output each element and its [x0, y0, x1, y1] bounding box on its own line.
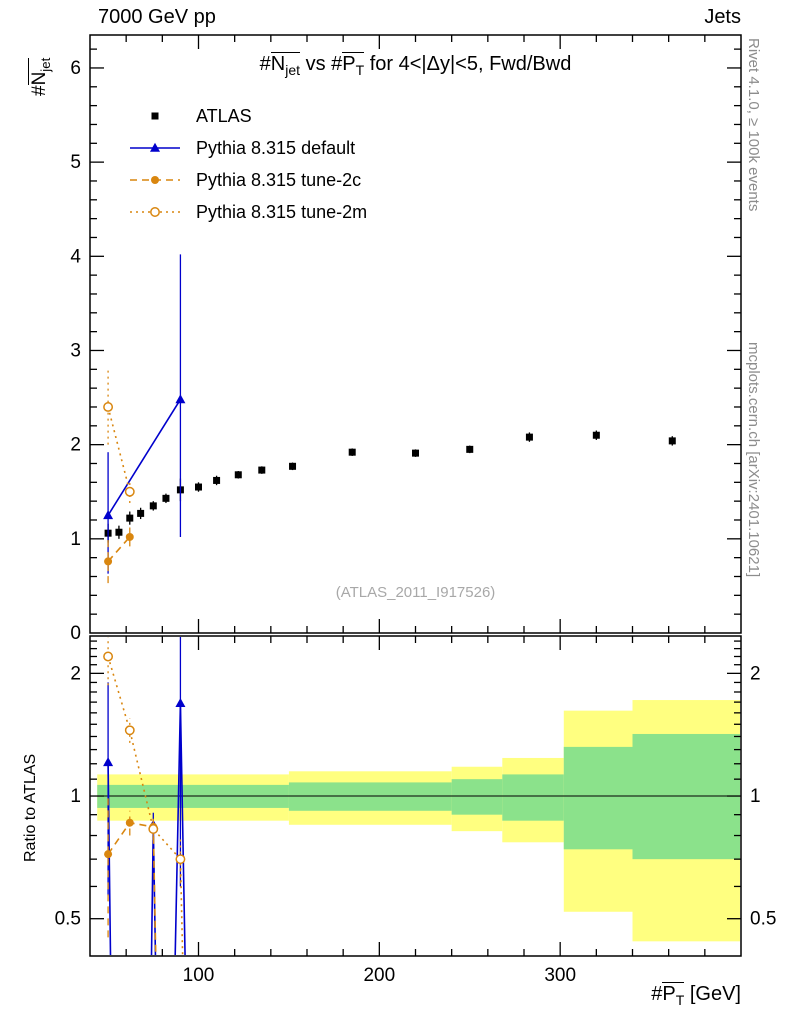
svg-text:4: 4	[70, 246, 81, 267]
svg-text:5: 5	[70, 152, 81, 173]
legend-item: Pythia 8.315 tune-2c	[128, 164, 367, 196]
svg-text:2: 2	[70, 663, 81, 684]
svg-text:2: 2	[750, 663, 761, 684]
legend-item-label: Pythia 8.315 tune-2m	[196, 201, 368, 222]
svg-text:2: 2	[70, 435, 81, 456]
svg-text:200: 200	[363, 965, 395, 986]
legend-item: ATLAS	[128, 100, 367, 132]
y-axis-label: #Njet	[28, 57, 53, 96]
svg-text:6: 6	[70, 58, 81, 79]
circle-filled-legend-marker	[128, 169, 182, 191]
svg-text:1: 1	[70, 529, 81, 550]
svg-text:0.5: 0.5	[750, 909, 776, 930]
circle-open-legend-marker	[128, 201, 182, 223]
mcplots-citation-label: mcplots.cern.ch [arXiv:2401.10621]	[745, 342, 762, 578]
svg-text:1: 1	[750, 786, 761, 807]
analysis-id-watermark: (ATLAS_2011_I917526)	[335, 584, 496, 601]
process-label: Jets	[704, 6, 741, 28]
legend-item-label: Pythia 8.315 tune-2c	[196, 169, 362, 190]
legend: ATLAS Pythia 8.315 default Pythia 8.315 tu…	[128, 100, 367, 228]
square-filled-legend-marker	[128, 105, 182, 127]
ratio-axis-label: Ratio to ATLAS	[22, 753, 39, 862]
legend-item-label: ATLAS	[196, 105, 252, 126]
svg-text:1: 1	[70, 786, 81, 807]
svg-text:3: 3	[70, 340, 81, 361]
legend-item: Pythia 8.315 default	[128, 132, 367, 164]
legend-item-label: Pythia 8.315 default	[196, 137, 356, 158]
plot-title: #Njet vs #PT for 4<|Δy|<5, Fwd/Bwd	[259, 52, 572, 78]
x-axis-label: #PT [GeV]	[651, 982, 741, 1008]
legend-item: Pythia 8.315 tune-2m	[128, 196, 367, 228]
svg-text:100: 100	[183, 965, 215, 986]
beam-energy-label: 7000 GeV pp	[98, 6, 216, 28]
svg-text:300: 300	[544, 965, 576, 986]
svg-text:0.5: 0.5	[55, 909, 81, 930]
rivet-version-label: Rivet 4.1.0, ≥ 100k events	[745, 38, 762, 212]
triangle-filled-legend-marker	[128, 137, 182, 159]
svg-text:0: 0	[70, 623, 81, 644]
